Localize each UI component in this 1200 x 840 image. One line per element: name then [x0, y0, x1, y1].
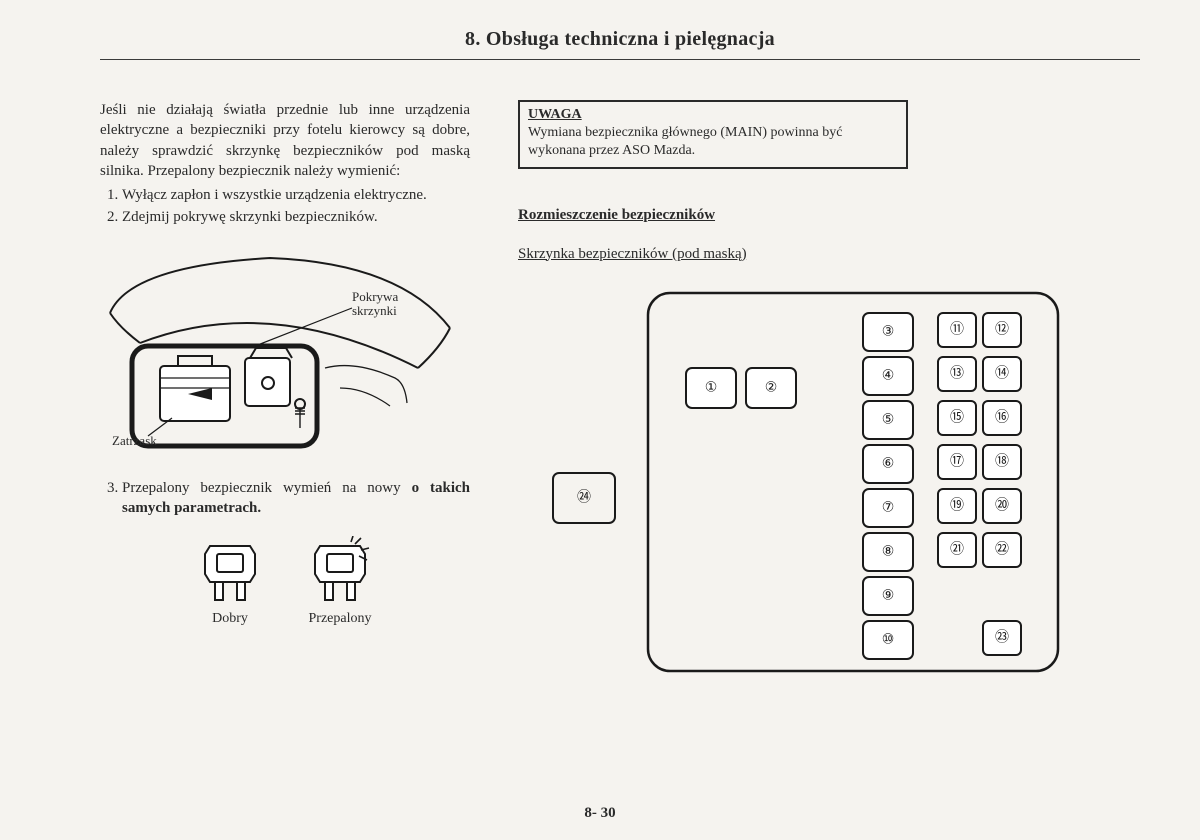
- fuse-num-1: ①: [705, 380, 718, 395]
- warning-note-body: Wymiana bezpiecznika głównego (MAIN) pow…: [528, 125, 842, 158]
- fuse-num-19: ⑲: [950, 497, 964, 513]
- left-column: Jeśli nie działają światła przednie lub …: [100, 100, 470, 688]
- fuse-num-23: ㉓: [995, 629, 1009, 645]
- fuse-num-22: ㉒: [995, 541, 1009, 557]
- step-2: Zdejmij pokrywę skrzynki bezpieczników.: [122, 207, 470, 227]
- fuse-blown-label: Przepalony: [305, 611, 375, 627]
- fuse-num-6: ⑥: [882, 456, 895, 471]
- sub-heading-under-hood: Skrzynka bezpieczników (pod maską): [518, 246, 1140, 263]
- engine-bay-diagram: Pokrywa skrzynki Zatrzask: [100, 238, 470, 468]
- fuse-num-2: ②: [765, 380, 778, 395]
- manual-page: 8. Obsługa techniczna i pielęgnacja Jeśl…: [0, 0, 1200, 840]
- callout-zatrzask: Zatrzask: [112, 434, 157, 448]
- fuse-num-15: ⑮: [950, 409, 964, 425]
- fuse-num-8: ⑧: [882, 544, 895, 559]
- fuse-good-label: Dobry: [195, 611, 265, 627]
- fuse-num-10: ⑩: [882, 632, 895, 647]
- fuse-num-4: ④: [882, 368, 895, 383]
- callout-pokrywa-line2: skrzynki: [352, 303, 397, 318]
- step-3-text-a: Przepalony bezpiecznik wymień na nowy: [122, 480, 412, 496]
- fuse-box-diagram: ① ② ③ ④ ⑤ ⑥ ⑦ ⑧ ⑨ ⑩ ⑪ ⑫ ⑬ ⑭ ⑮: [518, 283, 1140, 688]
- fuse-num-7: ⑦: [882, 500, 895, 515]
- step-1: Wyłącz zapłon i wszystkie urządzenia ele…: [122, 185, 470, 205]
- callout-pokrywa: Pokrywa skrzynki: [352, 290, 398, 319]
- intro-paragraph: Jeśli nie działają światła przednie lub …: [100, 100, 470, 181]
- fuse-blown: Przepalony: [305, 536, 375, 627]
- procedure-list: Wyłącz zapłon i wszystkie urządzenia ele…: [100, 185, 470, 228]
- header-rule: [100, 59, 1140, 60]
- section-heading-layout: Rozmieszczenie bezpieczników: [518, 207, 1140, 224]
- fuse-num-5: ⑤: [882, 412, 895, 427]
- fuse-num-9: ⑨: [882, 588, 895, 603]
- two-column-layout: Jeśli nie działają światła przednie lub …: [100, 100, 1140, 688]
- fuse-num-18: ⑱: [995, 453, 1009, 469]
- page-number: 8- 30: [0, 805, 1200, 822]
- fuse-good: Dobry: [195, 536, 265, 627]
- fuse-blown-icon: [305, 536, 375, 606]
- fuse-num-16: ⑯: [995, 409, 1009, 425]
- fuse-num-20: ⑳: [995, 497, 1009, 513]
- warning-note-title: UWAGA: [528, 107, 582, 122]
- right-column: UWAGA Wymiana bezpiecznika głównego (MAI…: [518, 100, 1140, 688]
- warning-note-box: UWAGA Wymiana bezpiecznika głównego (MAI…: [518, 100, 908, 169]
- chapter-title: 8. Obsługa techniczna i pielęgnacja: [100, 28, 1140, 51]
- step-3: Przepalony bezpiecznik wymień na nowy o …: [122, 478, 470, 519]
- fuse-num-11: ⑪: [950, 321, 964, 337]
- fuse-num-12: ⑫: [995, 321, 1009, 337]
- callout-pokrywa-line1: Pokrywa: [352, 289, 398, 304]
- fuse-num-24: ㉔: [577, 489, 591, 505]
- fuse-box-svg: ① ② ③ ④ ⑤ ⑥ ⑦ ⑧ ⑨ ⑩ ⑪ ⑫ ⑬ ⑭ ⑮: [518, 283, 1078, 683]
- fuse-num-3: ③: [882, 324, 895, 339]
- fuse-num-14: ⑭: [995, 365, 1009, 381]
- fuse-good-icon: [195, 536, 265, 606]
- fuse-num-21: ㉑: [950, 541, 964, 557]
- procedure-list-continued: Przepalony bezpiecznik wymień na nowy o …: [100, 478, 470, 519]
- fuse-comparison: Dobry Przepalony: [100, 536, 470, 627]
- fuse-num-13: ⑬: [950, 365, 964, 381]
- fuse-num-17: ⑰: [950, 453, 964, 469]
